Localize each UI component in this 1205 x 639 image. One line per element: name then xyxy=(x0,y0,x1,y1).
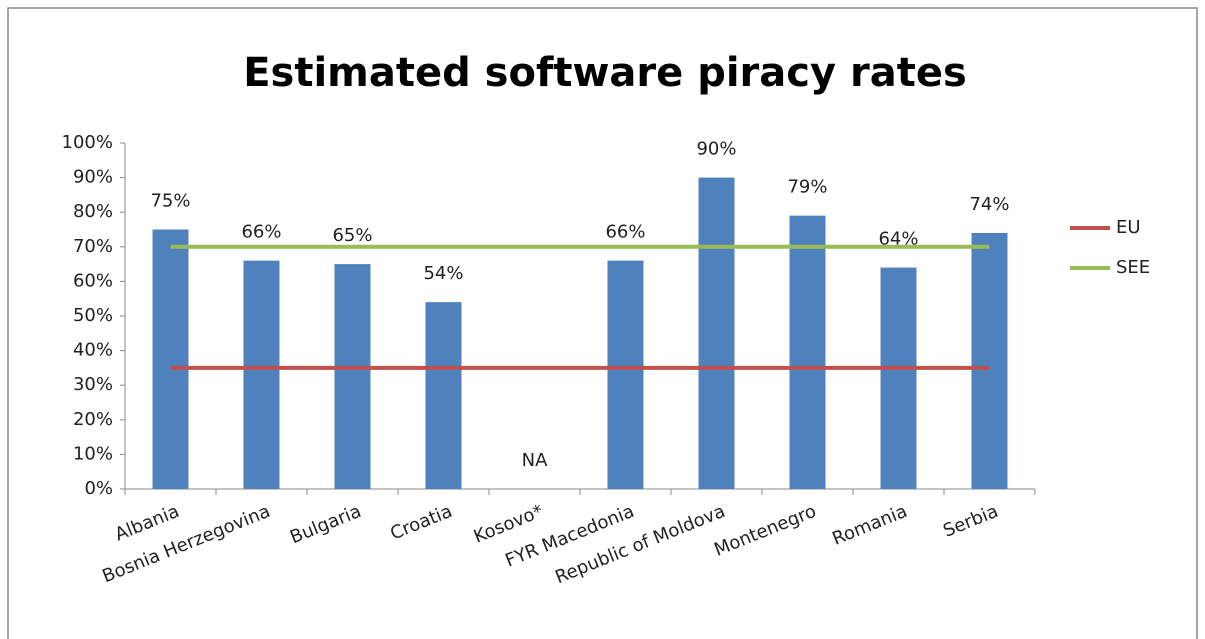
bar xyxy=(971,232,1008,489)
y-tick-label: 30% xyxy=(73,374,113,395)
legend-label: SEE xyxy=(1116,257,1150,278)
y-tick-label: 90% xyxy=(73,167,113,188)
y-tick-label: 0% xyxy=(84,478,113,499)
bar xyxy=(152,229,189,489)
bar xyxy=(243,260,280,489)
y-tick-label: 20% xyxy=(73,409,113,430)
chart-title: Estimated software piracy rates xyxy=(243,50,967,96)
bar xyxy=(425,302,462,489)
data-label: 79% xyxy=(787,177,827,198)
data-label: 66% xyxy=(241,222,281,243)
bar xyxy=(607,260,644,489)
data-label: 66% xyxy=(605,222,645,243)
legend-label: EU xyxy=(1116,217,1141,238)
data-label: 64% xyxy=(878,229,918,250)
data-label: 90% xyxy=(696,139,736,160)
y-tick-label: 70% xyxy=(73,236,113,257)
y-tick-label: 80% xyxy=(73,201,113,222)
data-label: 65% xyxy=(332,225,372,246)
data-label: NA xyxy=(522,450,548,471)
y-tick-label: 40% xyxy=(73,340,113,361)
data-label: 74% xyxy=(969,194,1009,215)
data-label: 75% xyxy=(150,191,190,212)
y-tick-label: 10% xyxy=(73,443,113,464)
bar xyxy=(698,177,735,489)
bar xyxy=(789,215,826,489)
y-tick-label: 100% xyxy=(62,132,113,153)
y-tick-label: 50% xyxy=(73,305,113,326)
bar xyxy=(880,267,917,489)
data-label: 54% xyxy=(423,263,463,284)
bar xyxy=(334,264,371,489)
y-tick-label: 60% xyxy=(73,270,113,291)
